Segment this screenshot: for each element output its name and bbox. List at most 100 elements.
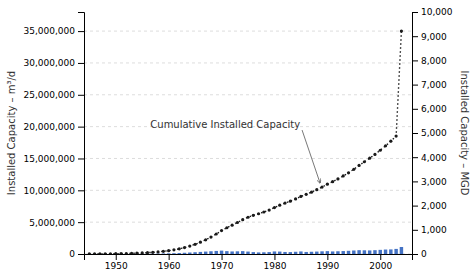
tick-label: 0 xyxy=(421,249,427,259)
tick-mark xyxy=(412,206,418,207)
line-point xyxy=(93,252,96,254)
bar xyxy=(172,253,175,254)
line-point xyxy=(310,191,313,194)
tick-mark xyxy=(222,254,223,260)
line-point xyxy=(183,246,186,249)
x-axis: 195019601970198019902000 xyxy=(85,254,413,271)
tick: 15,000,000 xyxy=(23,154,84,164)
tick-mark xyxy=(412,12,418,13)
tick: 35,000,000 xyxy=(23,26,84,36)
line-point xyxy=(347,171,350,174)
tick-label: 2000 xyxy=(369,261,392,271)
bar xyxy=(262,252,265,254)
line-point xyxy=(331,180,334,183)
line-point xyxy=(384,144,387,147)
tick-label: 5,000 xyxy=(421,128,447,138)
tick-mark xyxy=(78,127,84,128)
line-point xyxy=(336,177,339,180)
line-point xyxy=(125,252,128,254)
bar xyxy=(294,252,297,254)
line-point xyxy=(268,209,271,212)
bar xyxy=(230,251,233,254)
line-point xyxy=(141,251,144,254)
tick-mark xyxy=(412,181,418,182)
bar xyxy=(220,251,223,254)
bar xyxy=(204,252,207,254)
tick-label: 1950 xyxy=(105,261,128,271)
tick-mark xyxy=(412,133,418,134)
line-point xyxy=(289,200,292,203)
tick-label: 10,000 xyxy=(421,7,453,17)
tick-mark xyxy=(78,31,84,32)
line-point xyxy=(199,241,202,244)
bar xyxy=(257,252,260,254)
bar xyxy=(320,251,323,254)
bar xyxy=(304,252,307,254)
tick: 1980 xyxy=(263,254,286,271)
line-point xyxy=(368,157,371,160)
bar xyxy=(215,251,218,254)
line-point xyxy=(88,252,91,254)
bar xyxy=(252,252,255,254)
bar xyxy=(188,253,191,254)
plot-area: 19501960197019801990200005,000,00010,000… xyxy=(23,7,452,271)
marks xyxy=(88,30,404,254)
tick: 7,000 xyxy=(412,80,447,90)
tick: 0 xyxy=(412,249,427,259)
tick-label: 6,000 xyxy=(421,104,447,114)
bar xyxy=(162,253,165,254)
line-point xyxy=(299,195,302,198)
tick: 25,000,000 xyxy=(23,90,84,100)
tick-mark xyxy=(78,95,84,96)
tick-mark xyxy=(78,63,84,64)
line-point xyxy=(363,160,366,163)
line-point xyxy=(188,244,191,247)
bar xyxy=(379,250,382,254)
bar xyxy=(193,252,196,254)
tick: 8,000 xyxy=(412,56,447,66)
bar xyxy=(389,249,392,254)
tick: 4,000 xyxy=(412,153,447,163)
tick-label: 35,000,000 xyxy=(23,26,75,36)
tick-label: 10,000,000 xyxy=(23,186,75,196)
line-point xyxy=(215,232,218,235)
tick-mark xyxy=(412,230,418,231)
line-point xyxy=(262,210,265,213)
bar xyxy=(368,250,371,254)
tick-mark xyxy=(274,254,275,260)
tick: 10,000 xyxy=(412,7,453,17)
line-point xyxy=(236,221,239,224)
annotation: Cumulative Installed Capacity xyxy=(150,119,320,183)
line-point xyxy=(220,229,223,232)
bar xyxy=(331,251,334,254)
bar xyxy=(236,251,239,254)
tick-mark xyxy=(327,254,328,260)
bar xyxy=(246,252,249,254)
line-point xyxy=(379,149,382,152)
bar-series xyxy=(88,247,404,254)
tick: 10,000,000 xyxy=(23,186,84,196)
axis-line xyxy=(85,255,413,261)
tick-mark xyxy=(412,36,418,37)
tick-mark xyxy=(412,60,418,61)
line-point xyxy=(178,247,181,250)
y-axis-title: Installed Capacity – m³/d xyxy=(6,71,17,195)
tick-label: 1,000 xyxy=(421,225,447,235)
grid-line xyxy=(84,94,412,95)
bar xyxy=(400,247,403,254)
tick-mark xyxy=(412,109,418,110)
line-point xyxy=(320,185,323,188)
bar xyxy=(178,253,181,254)
tick-label: 5,000,000 xyxy=(29,218,75,228)
line-point xyxy=(135,252,138,254)
line-point xyxy=(326,183,329,186)
tick: 9,000 xyxy=(412,32,447,42)
line-point xyxy=(162,250,165,253)
tick: 2000 xyxy=(369,254,392,271)
line xyxy=(89,31,401,254)
bar xyxy=(347,251,350,254)
line-point xyxy=(342,174,345,177)
tick: 1970 xyxy=(211,254,234,271)
line-point xyxy=(167,249,170,252)
tick-mark xyxy=(78,254,84,255)
